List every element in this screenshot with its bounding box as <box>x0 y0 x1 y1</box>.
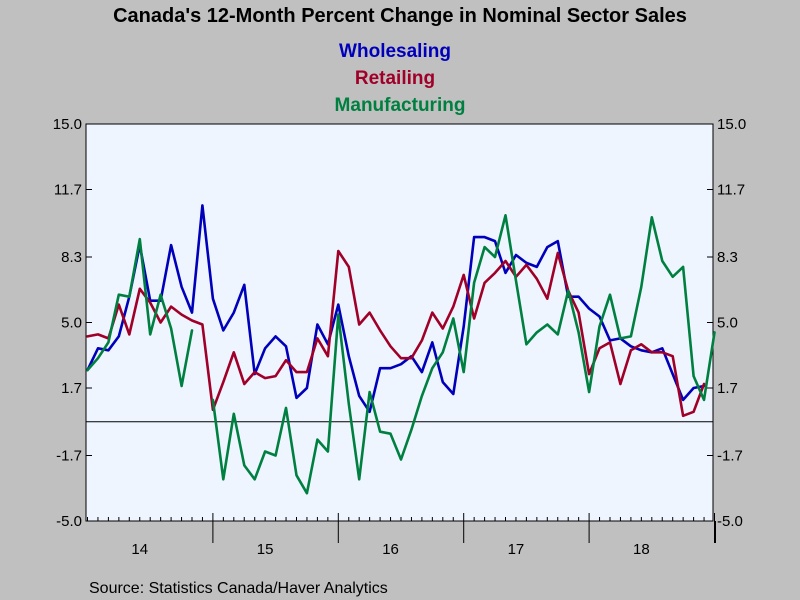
y-tick-label-left: 15.0 <box>53 116 82 133</box>
legend-manufacturing: Manufacturing <box>335 95 466 116</box>
y-tick-label-right: 15.0 <box>717 116 746 133</box>
y-tick-label-right: -5.0 <box>717 513 743 530</box>
y-tick-label-left: 5.0 <box>61 315 82 332</box>
y-tick-label-left: 11.7 <box>54 182 82 199</box>
legend-retailing: Retailing <box>355 68 435 89</box>
x-tick-label: 14 <box>131 541 148 558</box>
legend-wholesaling: Wholesaling <box>339 41 451 62</box>
x-tick-label: 17 <box>508 541 525 558</box>
y-tick-label-right: 8.3 <box>717 249 738 266</box>
chart-title: Canada's 12-Month Percent Change in Nomi… <box>113 5 687 27</box>
y-tick-label-right: 11.7 <box>717 182 745 199</box>
y-tick-label-left: 8.3 <box>61 249 82 266</box>
y-tick-label-right: 1.7 <box>717 380 738 397</box>
x-tick-label: 18 <box>633 541 650 558</box>
y-tick-label-right: -1.7 <box>717 447 743 464</box>
series-line-retailing <box>86 249 706 418</box>
x-tick-label: 15 <box>257 541 274 558</box>
source-note: Source: Statistics Canada/Haver Analytic… <box>89 580 388 597</box>
y-tick-label-left: 1.7 <box>61 380 82 397</box>
x-tick-label: 16 <box>382 541 399 558</box>
series-line-manufacturing <box>86 214 716 495</box>
y-tick-label-left: -5.0 <box>56 513 82 530</box>
plot-area <box>85 123 714 522</box>
y-tick-label-right: 5.0 <box>717 315 738 332</box>
y-tick-label-left: -1.7 <box>56 447 82 464</box>
